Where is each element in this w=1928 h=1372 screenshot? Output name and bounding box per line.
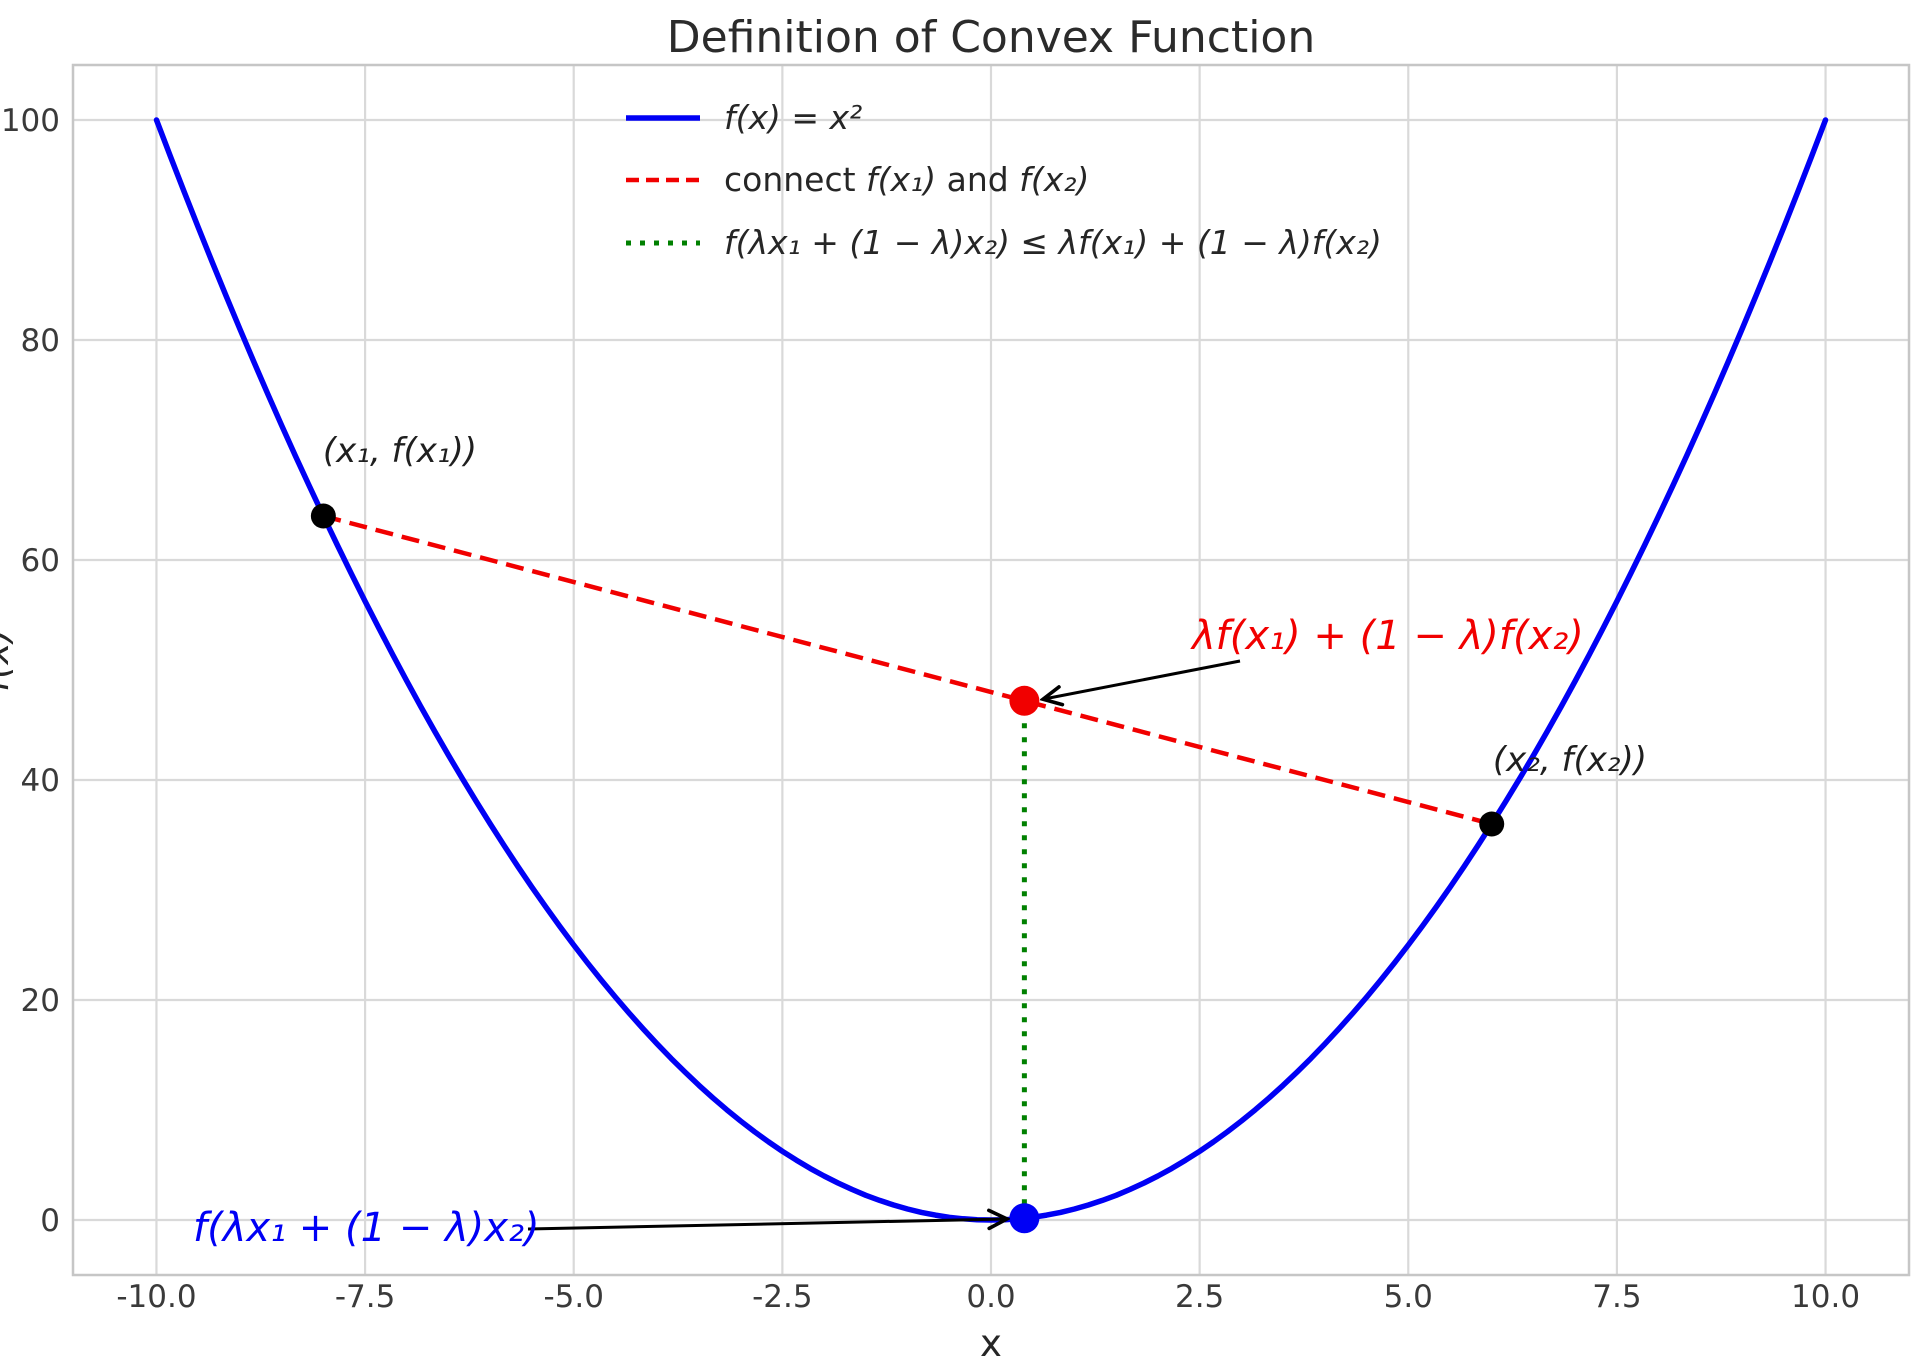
plot-area: λf(x₁) + (1 − λ)f(x₂) f(λx₁ + (1 − λ)x₂) (… <box>1 63 1911 1315</box>
x-tick-label: -10.0 <box>116 1279 196 1315</box>
y-tick-label: 60 <box>21 543 60 579</box>
x-tick-label: -5.0 <box>543 1279 604 1315</box>
x-tick-label: 7.5 <box>1592 1279 1641 1315</box>
y-tick-label: 40 <box>21 763 60 799</box>
y-tick-label: 80 <box>21 323 60 359</box>
y-tick-label: 100 <box>1 103 60 139</box>
x-tick-label: -7.5 <box>335 1279 396 1315</box>
legend-label-2: connect f(x₁) and f(x₂) <box>724 160 1089 199</box>
chord-line <box>322 513 1493 827</box>
chord-value-annotation-arrow <box>1044 659 1241 699</box>
y-tick-label: 20 <box>21 983 60 1019</box>
y-axis-label: f(x) <box>0 628 17 692</box>
x-tick-label: 5.0 <box>1384 1279 1433 1315</box>
chord-value-annotation-text: λf(x₁) + (1 − λ)f(x₂) <box>1190 613 1584 659</box>
legend-label-1: f(x) = x² <box>724 98 862 137</box>
function-value-annotation-arrow <box>527 1219 1006 1231</box>
x-axis-label: x <box>980 1322 1002 1365</box>
x-tick-label: 2.5 <box>1175 1279 1224 1315</box>
data-point-x1 <box>310 503 336 529</box>
point-label-1: (x₁, f(x₁)) <box>323 431 477 471</box>
x-tick-label: 0.0 <box>966 1279 1015 1315</box>
data-point-function-value <box>1009 1203 1040 1234</box>
data-point-chord-combination <box>1009 685 1040 716</box>
data-point-x2 <box>1479 811 1505 837</box>
legend-label-3: f(λx₁ + (1 − λ)x₂) ≤ λf(x₁) + (1 − λ)f(x… <box>724 223 1382 262</box>
plot-border <box>71 63 1911 1277</box>
point-label-2: (x₂, f(x₂)) <box>1493 740 1647 780</box>
chart-title: Definition of Convex Function <box>667 12 1315 63</box>
x-tick-label: -2.5 <box>752 1279 813 1315</box>
function-value-annotation-text: f(λx₁ + (1 − λ)x₂) <box>193 1205 540 1251</box>
x-tick-label: 10.0 <box>1791 1279 1860 1315</box>
y-tick-label: 0 <box>40 1203 60 1239</box>
